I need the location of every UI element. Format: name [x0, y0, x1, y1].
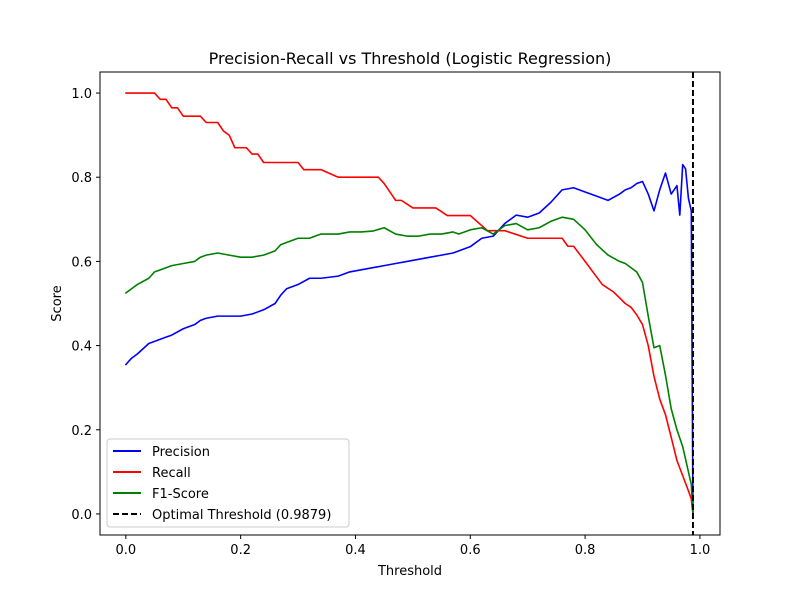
x-tick-label: 1.0 — [690, 543, 711, 558]
x-axis: 0.0 0.2 0.4 0.6 0.8 1.0 — [115, 535, 710, 558]
x-tick-label: 0.6 — [460, 543, 481, 558]
legend-box — [106, 438, 350, 528]
x-tick-label: 0.8 — [575, 543, 596, 558]
legend: Precision Recall F1-Score Optimal Thresh… — [106, 438, 350, 528]
y-tick-label: 0.8 — [71, 171, 92, 186]
chart-title: Precision-Recall vs Threshold (Logistic … — [209, 49, 612, 68]
y-tick-label: 0.2 — [71, 424, 92, 439]
series-line-recall — [125, 92, 694, 515]
axes-frame — [99, 71, 721, 536]
y-axis: 0.0 0.2 0.4 0.6 0.8 1.0 — [71, 87, 100, 523]
y-tick-label: 0.4 — [71, 340, 92, 355]
x-tick-label: 0.4 — [345, 543, 366, 558]
legend-label-precision: Precision — [152, 445, 210, 460]
legend-label-f1: F1-Score — [152, 487, 209, 502]
series-line-f1-score — [125, 216, 694, 515]
plot-area — [125, 72, 694, 535]
x-axis-label: Threshold — [377, 564, 442, 579]
x-tick-label: 0.2 — [230, 543, 251, 558]
legend-label-recall: Recall — [152, 466, 191, 481]
y-tick-label: 0.6 — [71, 255, 92, 270]
y-tick-label: 0.0 — [71, 508, 92, 523]
legend-label-optimal-threshold: Optimal Threshold (0.9879) — [152, 508, 331, 523]
y-axis-label: Score — [50, 285, 65, 321]
y-tick-label: 1.0 — [71, 87, 92, 102]
series-line-precision — [125, 163, 694, 515]
x-tick-label: 0.0 — [115, 543, 136, 558]
